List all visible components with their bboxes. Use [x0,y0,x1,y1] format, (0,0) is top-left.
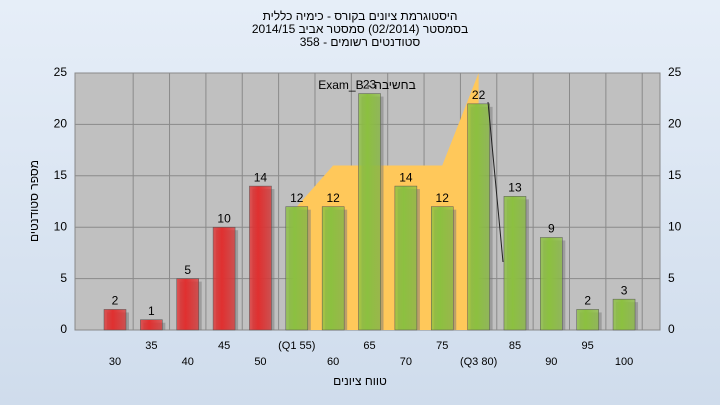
y2-tick-label: 20 [668,117,682,131]
data-label: 12 [290,191,304,205]
bar [576,309,599,331]
bar [249,185,272,331]
y2-tick-label: 0 [668,322,675,336]
data-label: 1 [148,304,155,318]
bar [612,298,636,331]
data-label: 14 [399,170,413,184]
y-tick-label: 0 [60,322,67,336]
x-tick-label: 85 [509,340,521,352]
bar [540,237,563,331]
bar [176,278,199,331]
bar [430,206,454,331]
x-tick-label: 50 [254,356,266,368]
x-tick-label: 30 [109,356,121,368]
data-label: 22 [472,88,486,102]
x-tick-label: 75 [436,340,448,352]
data-label: 9 [548,222,555,236]
bar [285,206,309,331]
title-line: סטודנטים רשומים - 358 [300,35,421,49]
x-tick-label: (Q1 55) [278,340,315,352]
data-label: 5 [184,263,191,277]
y2-tick-label: 5 [668,271,675,285]
bar [103,309,127,331]
data-label: 12 [326,191,340,205]
data-label: 23 [363,78,377,92]
bar [321,206,345,331]
bar [467,103,490,331]
x-axis-label: טווח ציונים [333,374,387,388]
x-tick-label: 40 [182,356,194,368]
y2-tick-label: 15 [668,168,682,182]
y-tick-label: 25 [54,65,68,79]
data-label: 12 [436,191,450,205]
bar [140,319,163,331]
title-line: בסמסטר (02/2014) סמסטר אביב 2014/15 [252,22,468,36]
data-label: 2 [584,294,591,308]
x-tick-label: 35 [145,340,157,352]
bar [394,185,418,331]
x-tick-label: 65 [363,340,375,352]
y2-tick-label: 10 [668,219,682,233]
title-line: היסטוגרמת ציונים בקורס - כימיה כללית [263,9,458,23]
whisker-line [487,101,504,263]
x-tick-label: 95 [582,340,594,352]
y-axis-label: מספר סטודנטים [27,160,41,242]
x-tick-label: 90 [545,356,557,368]
x-tick-label: 100 [615,356,633,368]
x-tick-label: 60 [327,356,339,368]
data-label: 3 [621,283,628,297]
y-tick-label: 20 [54,117,68,131]
data-label: 13 [508,181,522,195]
x-tick-label: 70 [400,356,412,368]
data-label: 14 [254,170,268,184]
bar [503,196,527,331]
bar [212,226,236,331]
y2-tick-label: 25 [668,65,682,79]
x-tick-label: (Q3 80) [460,356,497,368]
y-tick-label: 15 [54,168,68,182]
data-label: 2 [112,294,119,308]
annotation: בחשיבה - Exam_B [318,78,416,92]
data-label: 10 [217,211,231,225]
y-tick-label: 10 [54,219,68,233]
y-tick-label: 5 [60,271,67,285]
bar [358,93,381,331]
x-tick-label: 45 [218,340,230,352]
